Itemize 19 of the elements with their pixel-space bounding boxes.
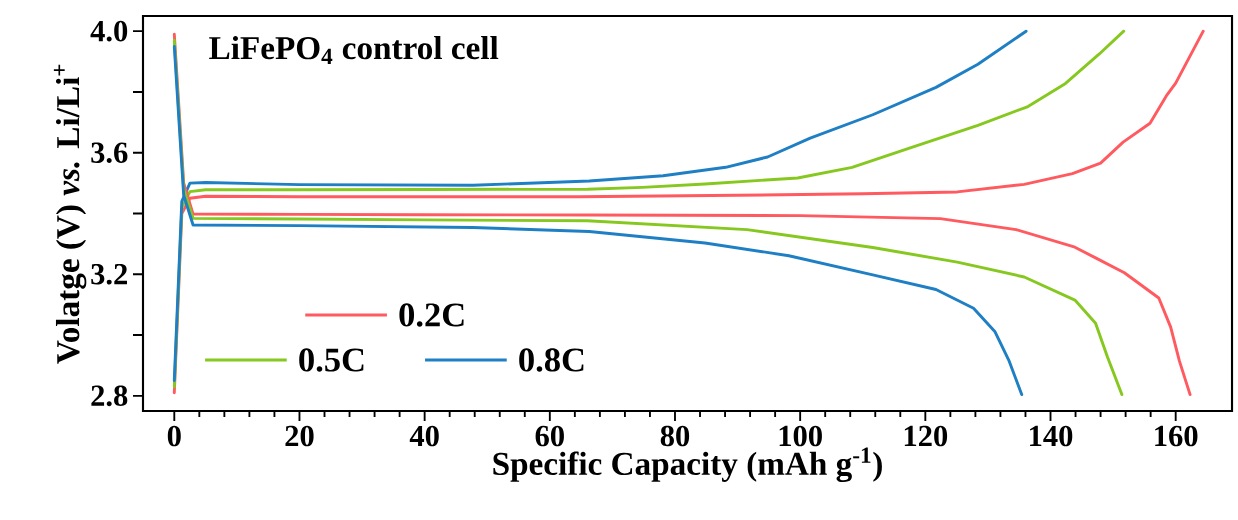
x-tick-label: 160 [1155,425,1198,447]
x-tick-label: 120 [904,425,948,447]
legend-label: 0.5C [299,348,364,372]
x-tick-label: 40 [409,425,439,447]
y-tick-label: 3.6 [91,142,128,164]
legend-label: 0.8C [519,348,584,372]
y-axis-title: Volatge (V) vs. Li/Li$^{+}$ [53,64,87,364]
legend-label: 0.2C [399,303,464,327]
x-tick-label: 140 [1030,425,1073,447]
x-tick-label: 80 [660,425,690,447]
y-tick-label: 2.8 [91,385,128,407]
x-tick-label: 60 [535,425,564,447]
y-tick-label: 3.2 [91,263,127,285]
x-axis-title: Specific Capacity (mAh g$^{-1}$) [493,447,882,483]
x-tick-label: 20 [285,425,314,447]
x-tick-label: 0 [167,425,181,447]
x-tick-label: 100 [779,425,822,447]
y-tick-label: 4.0 [90,20,128,42]
text: LiFePO$_{4}$ control cell [209,35,499,64]
